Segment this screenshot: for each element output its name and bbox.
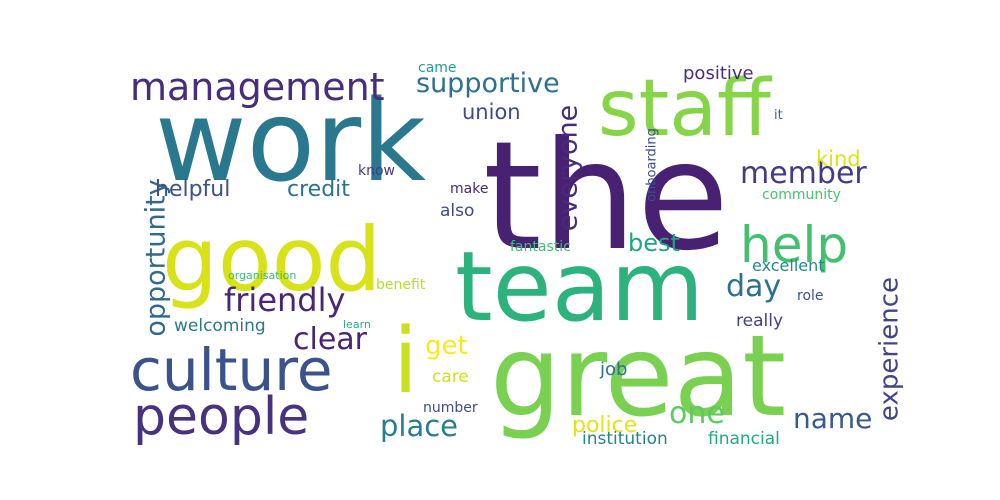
word-supportive: supportive [416,68,560,99]
word-also: also [440,201,474,221]
word-credit: credit [287,177,350,202]
word-organisation: organisation [228,269,296,282]
word-friendly: friendly [224,281,345,319]
word-opportunity: opportunity [141,179,172,336]
word-people: people [133,387,309,447]
word-number: number [423,400,478,416]
word-the: the [483,110,729,284]
word-positive: positive [683,63,754,84]
word-make: make [450,181,488,197]
word-clear: clear [293,322,368,357]
word-everyone: everyone [553,105,584,232]
word-experience: experience [875,277,905,421]
word-role: role [797,288,824,304]
word-helpful: helpful [155,177,230,202]
word-care: care [432,367,469,387]
word-name: name [793,402,872,435]
word-excellent: excellent [752,256,825,275]
word-place: place [380,409,458,443]
word-union: union [462,100,521,124]
word-get: get [425,331,468,361]
word-staff: staff [598,64,773,154]
word-i: i [393,309,418,414]
word-financial: financial [708,429,780,449]
word-team: team [455,231,704,343]
word-kind: kind [816,147,861,171]
word-benefit: benefit [376,277,426,293]
word-job: job [599,359,627,380]
word-welcoming: welcoming [174,316,266,336]
word-great: great [490,312,786,442]
word-onboarding: onboarding [645,128,660,202]
word-good: good [162,208,381,311]
word-really: really [736,311,783,331]
word-institution: institution [582,429,668,449]
word-police: police [572,413,637,438]
word-it: it [774,108,783,123]
word-management: management [130,65,385,109]
word-fantastic: fantastic [510,239,571,255]
word-work: work [155,77,426,207]
word-know: know [358,163,395,179]
word-community: community [762,187,841,203]
word-member: member [740,156,867,191]
word-culture: culture [130,336,333,404]
word-help: help [740,216,848,274]
word-one: one [669,396,725,431]
word-best: best [628,229,680,257]
word-came: came [418,60,457,76]
word-learn: learn [343,318,371,331]
word-day: day [726,269,781,304]
